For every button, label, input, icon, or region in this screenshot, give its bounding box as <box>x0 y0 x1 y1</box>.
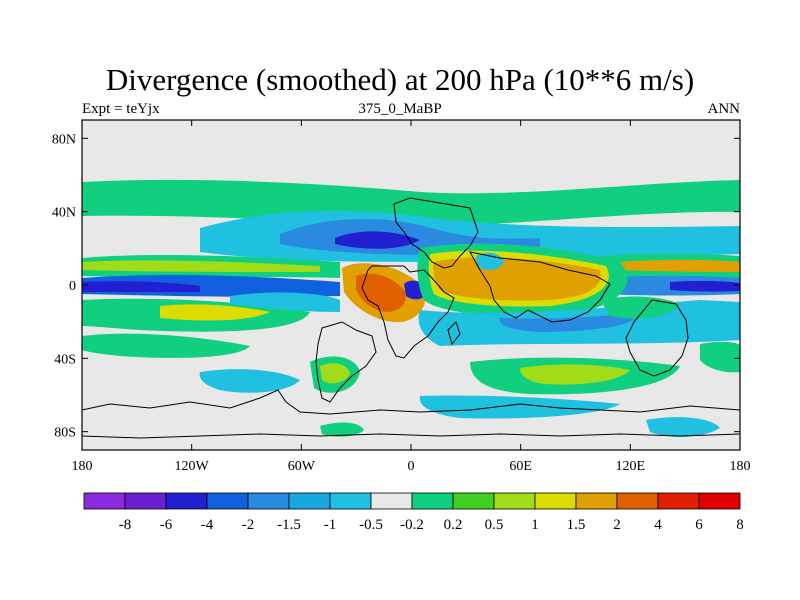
case-label: 375_0_MaBP <box>358 101 442 117</box>
colorbar-label: 0.5 <box>485 517 504 533</box>
colorbar-label: 8 <box>736 517 744 533</box>
y-tick-label: 0 <box>69 279 76 294</box>
y-tick-label: 40N <box>52 206 76 221</box>
sh-yellow-indian <box>520 364 630 385</box>
sh-yellow-atlantic <box>320 363 350 384</box>
colorbar-label: 1.5 <box>567 517 586 533</box>
colorbar-swatch <box>206 492 249 510</box>
colorbar-swatch <box>452 492 495 510</box>
colorbar-label: 4 <box>654 517 662 533</box>
nh-darkblue-core <box>335 231 420 249</box>
experiment-label: Expt = teYjx <box>82 101 160 117</box>
tropic-north-yellow <box>82 260 320 272</box>
colorbar-swatch <box>165 492 208 510</box>
antarctica-outline <box>81 389 741 415</box>
y-tick-label: 80N <box>52 132 76 147</box>
equatorial-darkblue <box>82 281 200 292</box>
colorbar-swatch <box>247 492 290 510</box>
colorbar-swatch <box>124 492 167 510</box>
y-tick-label: 40S <box>54 352 76 367</box>
x-tick-label: 120E <box>616 459 646 474</box>
colorbar-label: -1.5 <box>277 517 301 533</box>
y-tick-label: 80S <box>54 426 76 441</box>
colorbar-label: 2 <box>613 517 621 533</box>
colorbar-label: -8 <box>119 517 132 533</box>
south-pos-east <box>600 296 680 319</box>
colorbar-label: 6 <box>695 517 703 533</box>
colorbar-label: -2 <box>242 517 255 533</box>
antarctica-coast-south <box>81 433 741 439</box>
season-label: ANN <box>707 101 741 117</box>
colorbar-swatch <box>83 492 126 510</box>
colorbar-label: -6 <box>160 517 173 533</box>
sh-green-west <box>82 333 250 358</box>
asia-orange <box>433 257 601 301</box>
x-tick-label: 120W <box>175 459 210 474</box>
colorbar-swatch <box>534 492 577 510</box>
x-tick-label: 180 <box>730 459 751 474</box>
asia-outline <box>469 251 611 323</box>
colorbar-swatch <box>657 492 700 510</box>
south-tropic-yellow <box>160 304 270 321</box>
colorbar-swatch <box>575 492 618 510</box>
colorbar-swatch <box>288 492 331 510</box>
colorbar-swatch <box>411 492 454 510</box>
sh-blue-small <box>646 417 720 437</box>
x-tick-label: 180 <box>72 459 93 474</box>
colorbar-label: -1 <box>324 517 337 533</box>
x-tick-label: 0 <box>408 459 415 474</box>
x-tick-label: 60W <box>288 459 316 474</box>
colorbar-swatch <box>616 492 659 510</box>
colorbar-swatch <box>329 492 372 510</box>
colorbar-label: -4 <box>201 517 214 533</box>
x-tick-label: 60E <box>509 459 532 474</box>
colorbar-swatch <box>698 492 741 510</box>
colorbar-label: -0.5 <box>359 517 383 533</box>
australia-outline <box>625 299 689 377</box>
colorbar-label: 0.2 <box>444 517 463 533</box>
sh-green-small-1 <box>320 422 364 437</box>
africa-outline <box>361 265 455 359</box>
sh-blue-pacific <box>199 369 300 393</box>
colorbar-label: 1 <box>531 517 539 533</box>
pacific-east-darkblue <box>670 280 740 292</box>
colorbar-swatch <box>493 492 536 510</box>
madagascar-outline <box>447 321 461 346</box>
sh-green-east <box>700 341 740 373</box>
nh-green-band <box>82 179 740 226</box>
pacific-east-orange <box>620 259 740 272</box>
indian-strong-blue <box>499 312 640 332</box>
south-america-outline <box>315 321 377 403</box>
colorbar-label: -0.2 <box>400 517 424 533</box>
eurasia-outline <box>393 197 479 269</box>
colorbar-swatch <box>370 492 413 510</box>
africa-red <box>356 273 406 312</box>
coastlines <box>81 197 741 439</box>
sh-blue-south <box>419 395 620 419</box>
south-tropic-blue <box>230 292 340 312</box>
chart-title: Divergence (smoothed) at 200 hPa (10**6 … <box>105 62 695 97</box>
